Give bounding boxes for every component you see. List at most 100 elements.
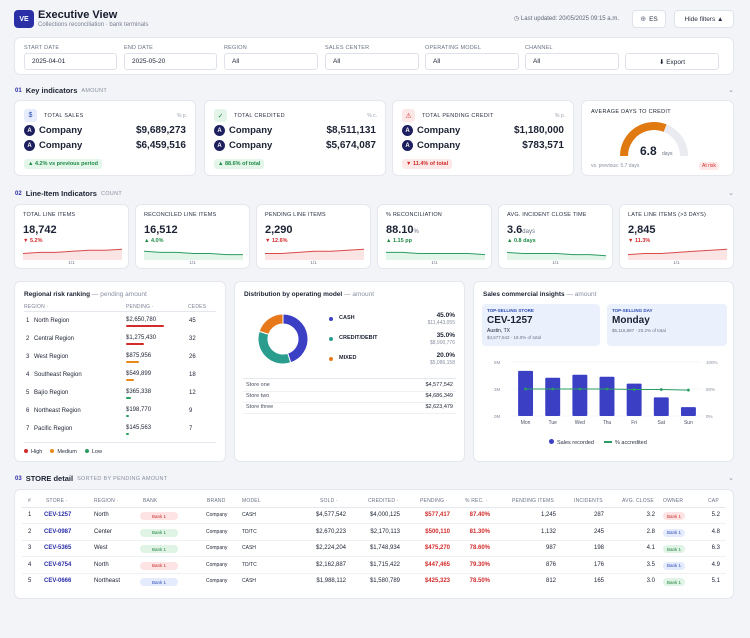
kpi-title: TOTAL SALES [44,113,84,119]
line-kpi-pager[interactable]: 1/1 [431,260,438,265]
bar-sun[interactable] [680,407,696,416]
line-kpi-pager[interactable]: 1/1 [552,260,559,265]
column-header[interactable]: REGION · [94,498,119,504]
legend-item: High [24,449,42,455]
cell-n: 4 [28,561,32,568]
col-pending[interactable]: PENDING · [126,304,154,310]
line-kpi-card: PENDING LINE ITEMS 2,290 ▼ 12.6% 1/1 [256,204,371,269]
line-kpi-pager[interactable]: 1/1 [673,260,680,265]
risk-region[interactable]: West Region [34,354,69,360]
sparkline [144,250,243,260]
kpi-title: TOTAL PENDING CREDIT [422,113,494,119]
section-line-items[interactable]: 02 Line-Item Indicators COUNT [15,189,122,198]
company-avatar: A [402,125,413,136]
column-header[interactable]: OWNER [663,498,684,504]
risk-region[interactable]: Southeast Region [34,372,82,378]
column-header[interactable]: STORE · [46,498,68,504]
column-header[interactable]: AVG. CLOSE [622,498,654,504]
legend-item: Medium [50,449,77,455]
cell-rec: 79.30% [469,561,490,568]
legend-sales: Sales recorded [549,439,594,446]
column-header[interactable]: BANK [143,498,158,504]
operating-model-select[interactable]: All [425,53,519,70]
top-store-label: TOP-SELLING STORE [487,308,534,313]
company-avatar: A [214,125,225,136]
end-date-input[interactable]: 2025-05-20 [124,53,217,70]
section-key-indicators[interactable]: 01 Key indicators AMOUNT [15,86,107,95]
cell-brand: Company [206,545,228,551]
chevron-down-icon[interactable]: ⌄ [728,475,734,482]
dist-percent: 35.0% [436,332,455,339]
column-header[interactable]: CAP [708,498,719,504]
risk-region[interactable]: Northeast Region [34,408,81,414]
cell-store[interactable]: CEV-5365 [44,545,72,551]
region-select[interactable]: All [224,53,318,70]
cell-store[interactable]: CEV-0987 [44,528,72,535]
company-row: A Company $783,571 [402,140,564,151]
risk-region[interactable]: Bajío Region [34,390,69,396]
line-kpi-delta: ▲ 4.0% [144,238,164,244]
start-date-input[interactable]: 2025-04-01 [24,53,117,70]
kpi-card: ✓ TOTAL CREDITED % c. A Company $8,511,131 A Co… [204,100,386,176]
section-subtitle: AMOUNT [81,87,108,94]
chevron-down-icon[interactable]: ⌄ [728,190,734,197]
donut-slice-mixed[interactable] [258,313,284,335]
column-header[interactable]: PENDING · [420,498,448,504]
sales-center-select[interactable]: All [325,53,419,70]
risk-region[interactable]: North Region [34,318,70,324]
cell-store[interactable]: CEV-0666 [44,578,72,584]
dist-label: MIXED [339,355,357,361]
line-kpi-delta: ▼ 12.6% [265,238,288,244]
column-header[interactable]: # [28,498,31,504]
cell-rec: 81.30% [469,528,490,535]
line-kpi-pager[interactable]: 1/1 [189,260,196,265]
bar-thu[interactable] [599,376,615,416]
risk-region[interactable]: Pacific Region [34,426,73,432]
column-header[interactable]: MODEL [242,498,261,504]
bar-tue[interactable] [545,377,561,416]
risk-badge: At risk [699,162,719,170]
line-kpi-pager[interactable]: 1/1 [310,260,317,265]
donut-slice-credit-debit[interactable] [257,330,292,365]
bar-wed[interactable] [572,374,588,416]
cell-model: CASH [242,578,256,584]
cell-store[interactable]: CEV-6754 [44,561,72,568]
bar-mon[interactable] [518,370,534,416]
column-header[interactable]: PENDING ITEMS [512,498,555,504]
owner-badge: Bank 1 [663,545,685,553]
line-kpi-value: 2,845 [628,224,656,236]
line-kpi-card: AVG. INCIDENT CLOSE TIME 3.6days ▲ 0.8 day… [498,204,613,269]
cell-brand: Company [206,512,228,518]
risk-bar [126,361,139,363]
export-button[interactable]: ⬇ Export [625,53,719,70]
column-header[interactable]: SOLD · [320,498,338,504]
bar-fri[interactable] [626,383,642,416]
section-store-detail[interactable]: 03 STORE detail SORTED BY PENDING AMOUNT [15,474,168,483]
col-region[interactable]: REGION · [24,304,49,310]
x-tick-label: Fri [631,420,637,426]
line-kpi-pager[interactable]: 1/1 [68,260,75,265]
risk-region[interactable]: Central Region [34,336,75,342]
column-header[interactable]: % REC. · [465,498,488,504]
divider [22,556,726,557]
cell-store[interactable]: CEV-1257 [44,512,72,518]
line-kpi-title: RECONCILED LINE ITEMS [144,212,217,218]
bar-sat[interactable] [653,397,669,416]
column-header[interactable]: INCIDENTS [574,498,603,504]
language-button[interactable]: ⊕ ES [632,10,666,28]
line-kpi-title: TOTAL LINE ITEMS [23,212,76,218]
risk-count: 12 [189,390,196,396]
section-title: Line-Item Indicators [25,189,97,198]
column-header[interactable]: BRAND [207,498,226,504]
cell-n: 2 [28,528,32,535]
column-header[interactable]: CREDITED · [368,498,399,504]
store-name: Store one [246,382,270,388]
channel-select[interactable]: All [525,53,619,70]
chevron-down-icon[interactable]: ⌄ [728,87,734,94]
risk-count: 18 [189,372,196,378]
kpi-icon: ✓ [214,109,227,122]
hide-filters-button[interactable]: Hide filters ▲ [674,10,734,28]
cell-region: North [94,561,109,568]
legend-dot [329,317,333,321]
sales-insights-panel: Sales commercial insights — amount TOP-S… [473,281,734,462]
